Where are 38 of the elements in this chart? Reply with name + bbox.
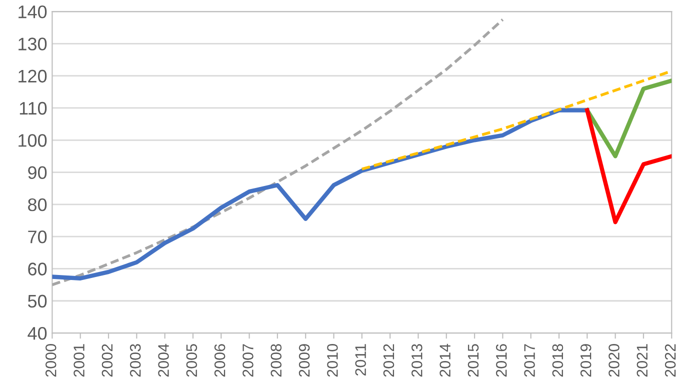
x-tick-label: 2016 bbox=[496, 344, 507, 377]
line-series bbox=[52, 18, 504, 286]
y-tick-label: 80 bbox=[28, 198, 47, 212]
y-tick-label: 60 bbox=[28, 262, 47, 276]
y-tick-label: 110 bbox=[20, 102, 47, 115]
x-tick-label: 2007 bbox=[242, 344, 254, 377]
x-tick-label: 2001 bbox=[74, 344, 84, 377]
y-tick-label: 90 bbox=[28, 166, 47, 180]
x-tick-label: 2014 bbox=[440, 344, 450, 377]
x-tick-label: 2017 bbox=[524, 344, 535, 377]
line-series bbox=[585, 78, 672, 158]
x-tick-label: 2003 bbox=[130, 344, 141, 377]
x-tick-label: 2013 bbox=[412, 344, 422, 377]
x-tick-label: 2018 bbox=[552, 344, 564, 377]
x-tick-label: 2015 bbox=[468, 344, 479, 377]
x-tick-label: 2020 bbox=[608, 344, 620, 377]
x-tick-label: 2010 bbox=[327, 344, 338, 377]
y-tick-label: 40 bbox=[28, 326, 47, 340]
x-tick-label: 2006 bbox=[214, 344, 226, 377]
x-tick-label: 2009 bbox=[298, 344, 310, 377]
x-tick-label: 2005 bbox=[186, 344, 198, 377]
x-tick-label: 2019 bbox=[580, 344, 592, 377]
y-tick-label: 70 bbox=[28, 230, 47, 244]
x-tick-label: 2004 bbox=[158, 344, 169, 377]
y-tick-label: 120 bbox=[18, 70, 47, 83]
y-tick-label: 140 bbox=[18, 5, 47, 18]
x-tick-label: 2011 bbox=[355, 344, 366, 376]
line-series bbox=[585, 108, 672, 224]
x-tick-label: 2002 bbox=[102, 344, 113, 377]
y-tick-label: 50 bbox=[28, 294, 47, 308]
x-tick-label: 2022 bbox=[664, 344, 676, 377]
x-tick-label: 2000 bbox=[45, 344, 56, 377]
line-series bbox=[52, 108, 590, 280]
y-tick-label: 130 bbox=[18, 38, 47, 50]
y-tick-label: 100 bbox=[18, 134, 47, 147]
x-tick-label: 2021 bbox=[636, 344, 648, 377]
x-tick-label: 2012 bbox=[383, 344, 394, 377]
x-tick-label: 2008 bbox=[270, 344, 282, 377]
